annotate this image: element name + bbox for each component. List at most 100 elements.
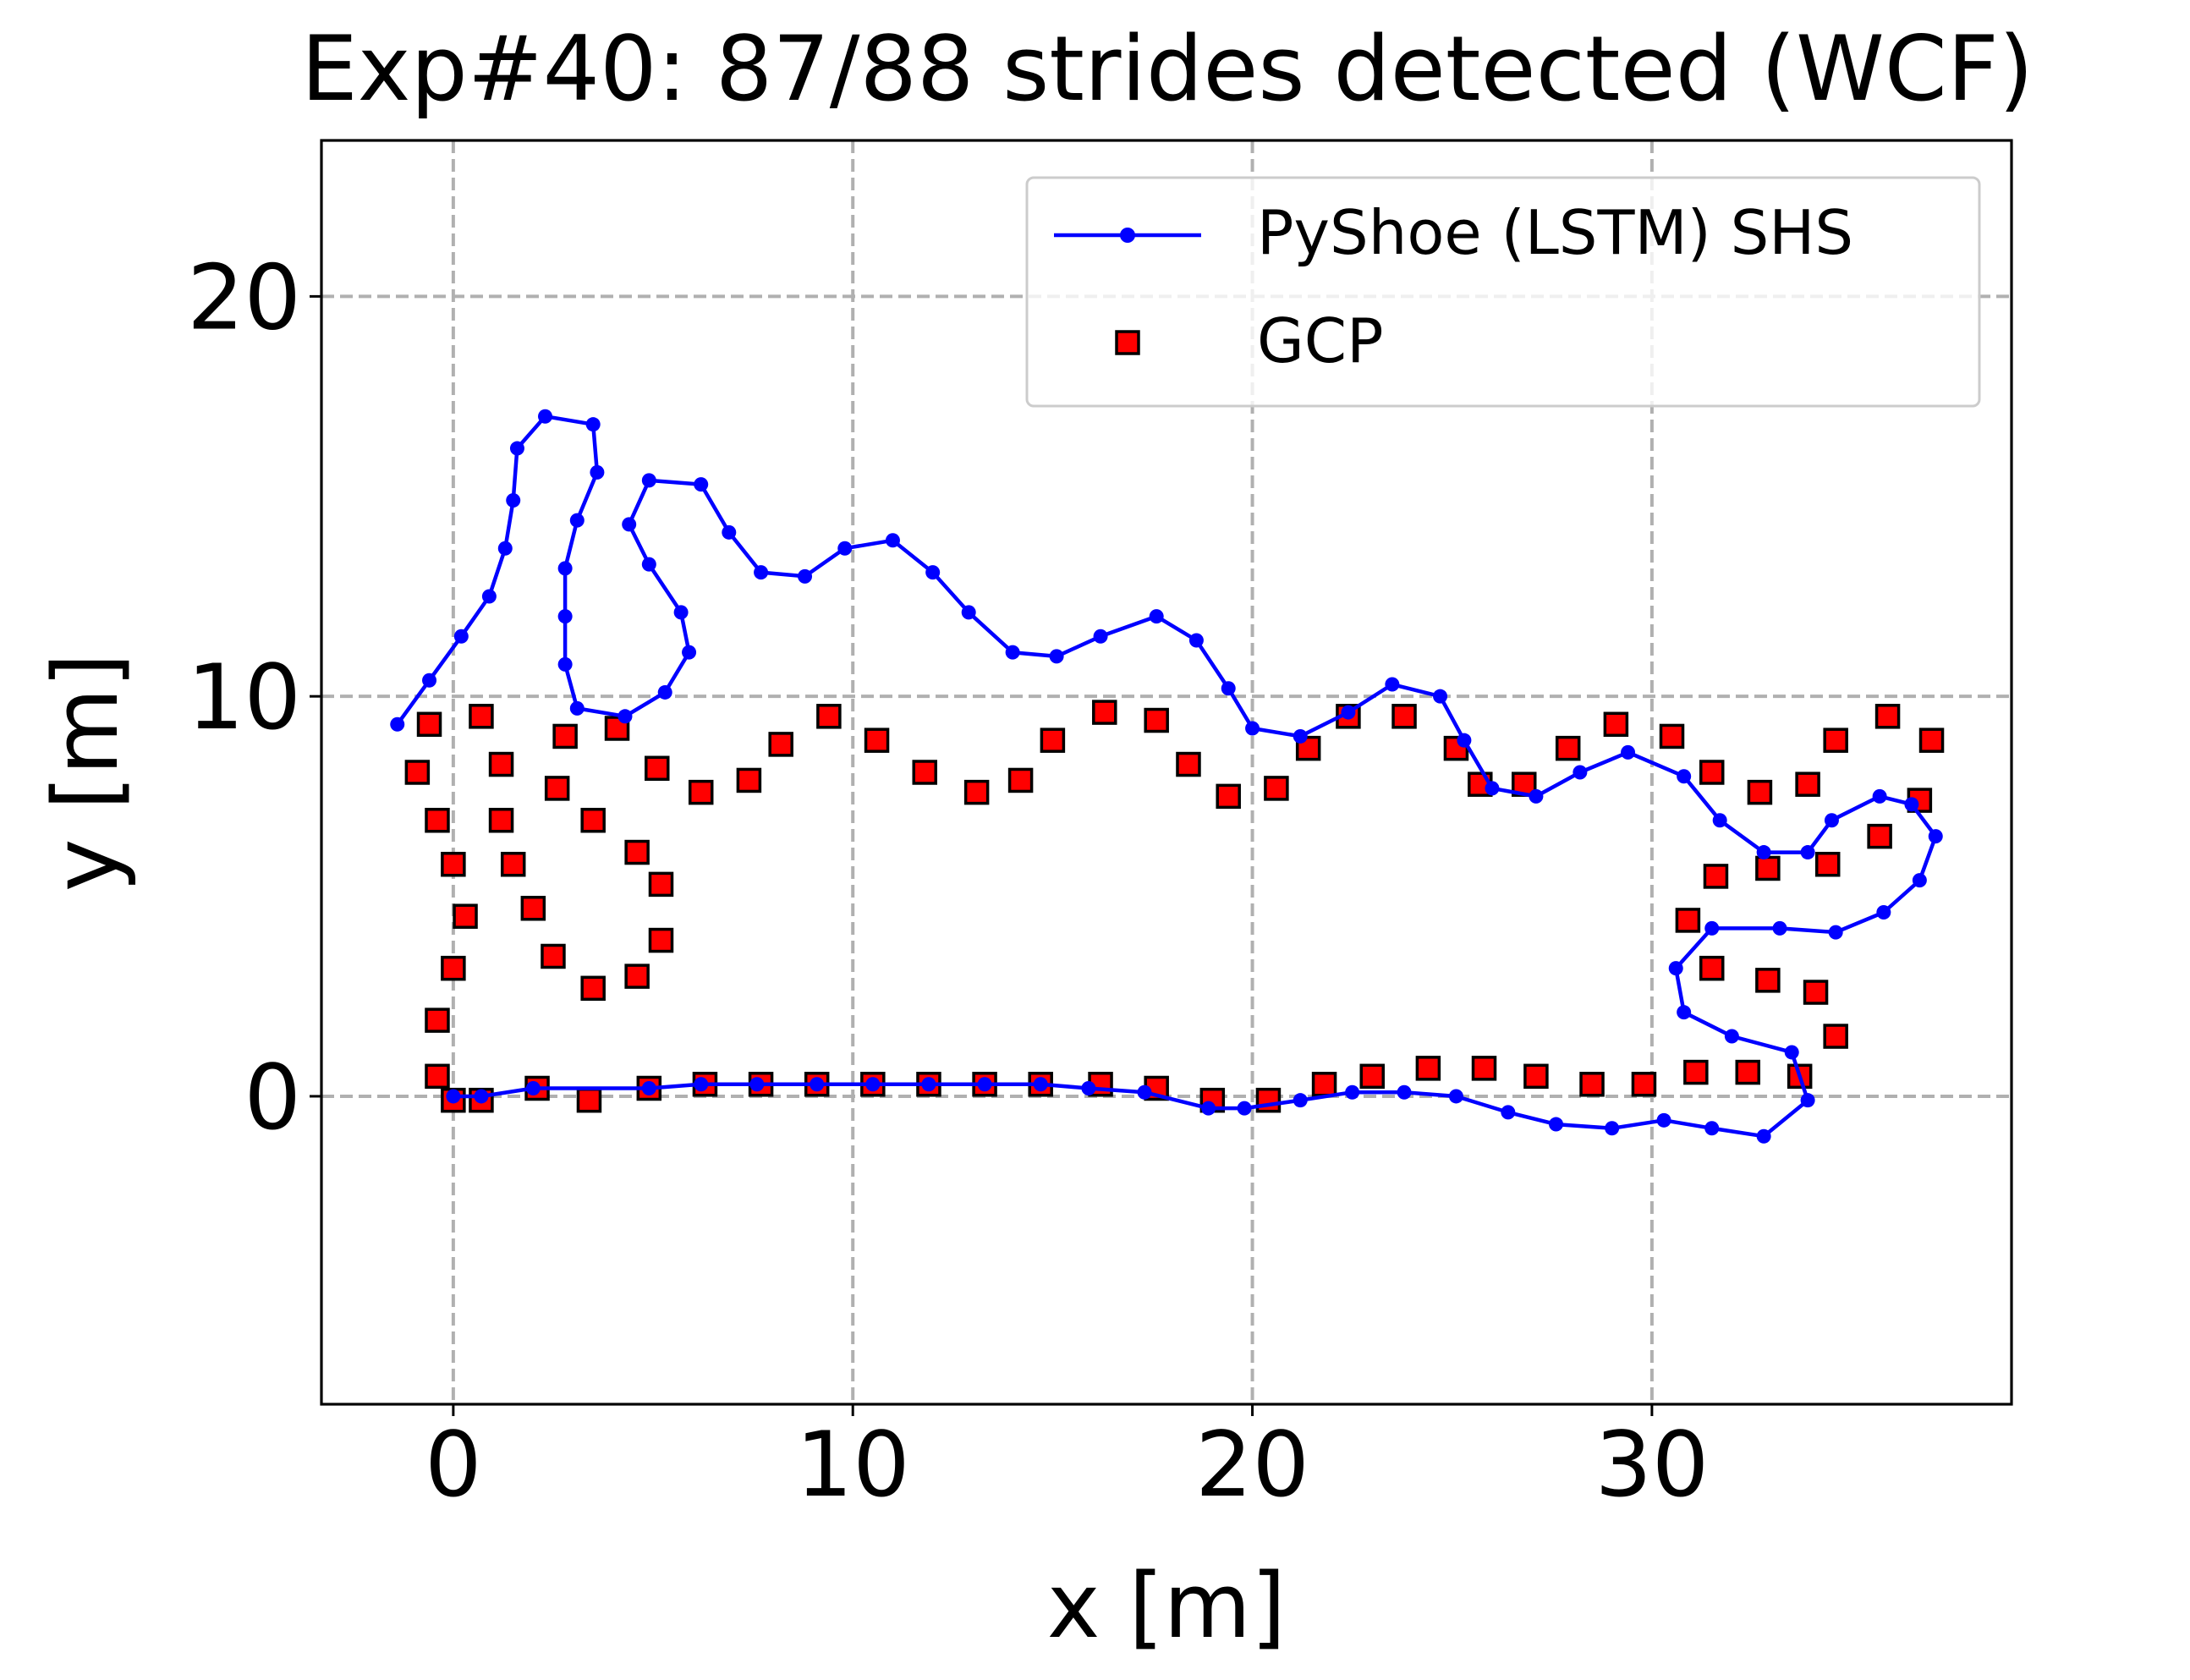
y-axis-label: y [m] bbox=[34, 653, 138, 892]
pyshoe-point bbox=[1237, 1101, 1252, 1116]
gcp-marker bbox=[1699, 760, 1725, 785]
axes-frame bbox=[320, 139, 2013, 1406]
legend-label-pyshoe: PyShoe (LSTM) SHS bbox=[1257, 197, 1853, 268]
gcp-marker bbox=[1603, 711, 1629, 738]
legend-entry-gcp: GCP bbox=[1115, 305, 1383, 376]
x-axis-label: x [m] bbox=[1047, 1554, 1286, 1658]
gcp-marker bbox=[736, 767, 762, 793]
pyshoe-point bbox=[1549, 1117, 1564, 1132]
pyshoe-point bbox=[885, 533, 900, 548]
gcp-marker bbox=[963, 779, 990, 805]
pyshoe-point bbox=[1245, 721, 1260, 736]
gcp-marker bbox=[1471, 1056, 1497, 1081]
pyshoe-point bbox=[569, 700, 585, 716]
pyshoe-point bbox=[1800, 845, 1815, 860]
pyshoe-point bbox=[557, 656, 573, 672]
pyshoe-point bbox=[1677, 769, 1692, 784]
gcp-marker bbox=[1092, 700, 1117, 725]
pyshoe-point bbox=[925, 565, 941, 580]
gcp-marker bbox=[864, 727, 890, 753]
gcp-marker bbox=[1795, 771, 1820, 797]
pyshoe-point bbox=[1033, 1077, 1048, 1092]
pyshoe-point bbox=[474, 1089, 489, 1104]
pyshoe-point bbox=[921, 1077, 936, 1092]
pyshoe-point bbox=[538, 409, 553, 424]
gcp-marker bbox=[1747, 779, 1773, 805]
pyshoe-point bbox=[1457, 733, 1472, 748]
gcp-marker bbox=[1683, 1059, 1709, 1085]
pyshoe-point bbox=[1656, 1112, 1671, 1128]
pyshoe-point bbox=[509, 441, 524, 456]
gcp-marker bbox=[1703, 864, 1729, 889]
gcp-marker bbox=[624, 964, 650, 989]
pyshoe-point bbox=[810, 1077, 825, 1092]
pyshoe-point bbox=[1293, 1093, 1308, 1108]
x-tick-label: 10 bbox=[796, 1413, 910, 1517]
pyshoe-point bbox=[497, 541, 513, 556]
legend-label-gcp: GCP bbox=[1257, 305, 1383, 376]
pyshoe-point bbox=[1800, 1093, 1815, 1108]
gcp-marker bbox=[404, 760, 431, 785]
legend: PyShoe (LSTM) SHS GCP bbox=[1025, 176, 1981, 408]
gcp-marker bbox=[1867, 823, 1892, 849]
gcp-marker bbox=[1823, 1024, 1848, 1049]
gcp-marker bbox=[425, 1007, 450, 1033]
pyshoe-point bbox=[446, 1089, 461, 1104]
y-tick-label: 10 bbox=[187, 645, 301, 749]
gcp-marker bbox=[1823, 727, 1848, 753]
gcp-marker bbox=[1631, 1072, 1657, 1097]
pyshoe-point bbox=[1433, 689, 1448, 704]
pyshoe-point bbox=[1756, 1128, 1771, 1144]
pyshoe-point bbox=[557, 609, 573, 624]
pyshoe-point bbox=[1704, 1121, 1720, 1136]
gcp-marker bbox=[1311, 1072, 1337, 1097]
gcp-marker bbox=[552, 723, 578, 749]
x-tick-label: 20 bbox=[1195, 1413, 1309, 1517]
pyshoe-point bbox=[1485, 781, 1500, 796]
pyshoe-point bbox=[1529, 788, 1544, 804]
gcp-marker bbox=[1735, 1059, 1761, 1085]
gcp-marker bbox=[1675, 908, 1701, 933]
gcp-marker bbox=[425, 807, 450, 833]
pyshoe-point bbox=[657, 684, 672, 700]
gcp-marker bbox=[816, 704, 842, 729]
pyshoe-point bbox=[557, 561, 573, 576]
gcp-marker bbox=[544, 776, 570, 801]
y-axis: 0 10 20 bbox=[187, 245, 321, 1150]
pyshoe-point bbox=[1188, 633, 1204, 648]
gcp-marker bbox=[1216, 783, 1241, 810]
pyshoe-point bbox=[1049, 649, 1064, 664]
chart-title: Exp#40: 87/88 strides detected (WCF) bbox=[301, 17, 2034, 121]
y-tick-label: 20 bbox=[187, 245, 301, 349]
pyshoe-point bbox=[1137, 1084, 1152, 1100]
pyshoe-point bbox=[1824, 813, 1839, 828]
gcp-marker bbox=[648, 927, 674, 953]
series-gcp bbox=[404, 700, 1945, 1113]
pyshoe-point bbox=[694, 1077, 709, 1092]
pyshoe-point bbox=[641, 557, 656, 572]
gcp-marker bbox=[1391, 704, 1417, 729]
gcp-marker bbox=[1659, 723, 1685, 749]
gcp-marker bbox=[580, 975, 606, 1002]
gcp-marker bbox=[624, 839, 650, 865]
gcp-marker bbox=[1176, 751, 1201, 777]
series-layer bbox=[390, 409, 1945, 1144]
legend-dot-swatch bbox=[1120, 228, 1135, 243]
legend-entry-pyshoe: PyShoe (LSTM) SHS bbox=[1054, 197, 1853, 268]
y-tick-label: 0 bbox=[244, 1046, 301, 1150]
gcp-marker bbox=[1755, 968, 1781, 993]
pyshoe-point bbox=[1081, 1081, 1096, 1095]
pyshoe-point bbox=[525, 1081, 541, 1095]
pyshoe-point bbox=[1724, 1029, 1739, 1044]
gcp-marker bbox=[488, 807, 514, 833]
pyshoe-point bbox=[1712, 813, 1727, 828]
pyshoe-point bbox=[481, 589, 497, 604]
gcp-marker bbox=[1555, 735, 1581, 761]
pyshoe-point bbox=[682, 645, 697, 660]
series-pyshoe bbox=[390, 409, 1943, 1144]
gcp-marker bbox=[1874, 704, 1901, 729]
gcp-marker bbox=[488, 751, 514, 777]
pyshoe-point bbox=[673, 605, 689, 620]
pyshoe-point bbox=[641, 1081, 656, 1095]
pyshoe-point bbox=[1201, 1101, 1216, 1116]
